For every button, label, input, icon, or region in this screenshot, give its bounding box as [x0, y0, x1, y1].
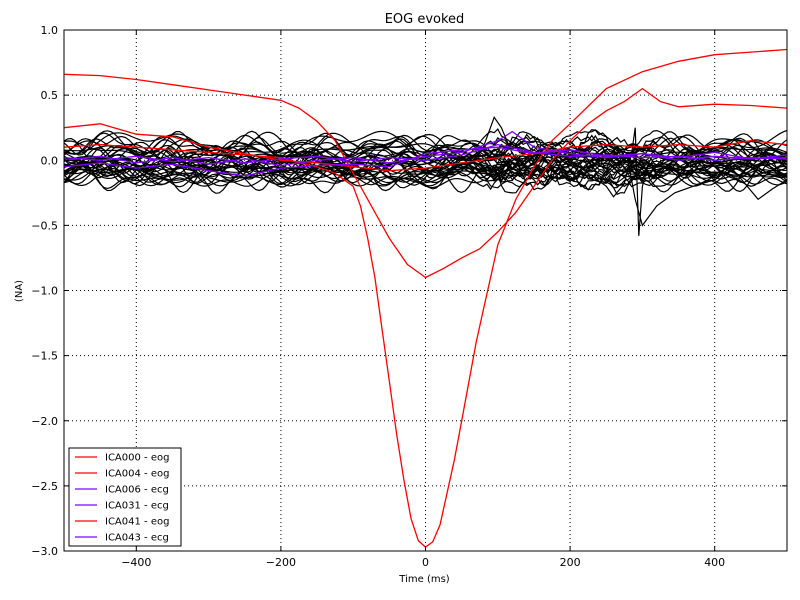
y-tick-label: −3.0 — [31, 545, 58, 558]
component-trace — [627, 160, 715, 227]
y-tick-label: −1.0 — [31, 285, 58, 298]
legend-label: ICA043 - ecg — [105, 533, 169, 544]
y-tick-label: 0.5 — [41, 89, 59, 102]
x-tick-label: 200 — [560, 556, 581, 569]
component-trace — [63, 163, 788, 188]
series-line-5 — [63, 143, 788, 164]
legend-label: ICA031 - ecg — [105, 501, 169, 512]
x-tick-label: 400 — [704, 556, 725, 569]
chart-title: EOG evoked — [385, 12, 465, 27]
component-trace — [714, 159, 788, 201]
legend-label: ICA041 - eog — [105, 517, 169, 528]
x-tick-label: 0 — [422, 556, 429, 569]
component-trace — [63, 151, 788, 180]
y-tick-label: −0.5 — [31, 219, 58, 232]
x-tick-label: −400 — [121, 556, 151, 569]
y-tick-label: 0.0 — [41, 154, 59, 167]
y-tick-label: 1.0 — [41, 24, 59, 37]
series-line-1 — [63, 73, 788, 279]
component-trace — [468, 116, 542, 168]
x-axis-label: Time (ms) — [398, 574, 450, 585]
component-trace — [63, 135, 788, 170]
component-trace — [569, 127, 651, 236]
component-trace — [63, 152, 788, 180]
y-tick-label: −1.5 — [31, 350, 58, 363]
y-axis-label: (NA) — [14, 280, 25, 302]
y-tick-label: −2.5 — [31, 480, 58, 493]
y-tick-label: −2.0 — [31, 415, 58, 428]
legend-label: ICA004 - eog — [105, 469, 169, 480]
component-trace — [63, 146, 788, 176]
x-tick-label: −200 — [266, 556, 296, 569]
legend: ICA000 - eog ICA004 - eog ICA006 - ecg ICA0… — [68, 447, 182, 547]
legend-label: ICA006 - ecg — [105, 485, 169, 496]
component-trace — [63, 128, 788, 158]
legend-label: ICA000 - eog — [105, 453, 169, 464]
component-trace — [63, 137, 788, 158]
component-trace — [63, 164, 788, 188]
component-trace — [63, 167, 788, 189]
series-line-2 — [63, 123, 788, 172]
axis-ticks: −400 −200 0 200 400 1.0 0.5 0.0 −0.5 −1.0 −1.5 −2.0… — [31, 24, 787, 569]
legend-box — [68, 447, 182, 547]
component-trace — [63, 152, 788, 177]
